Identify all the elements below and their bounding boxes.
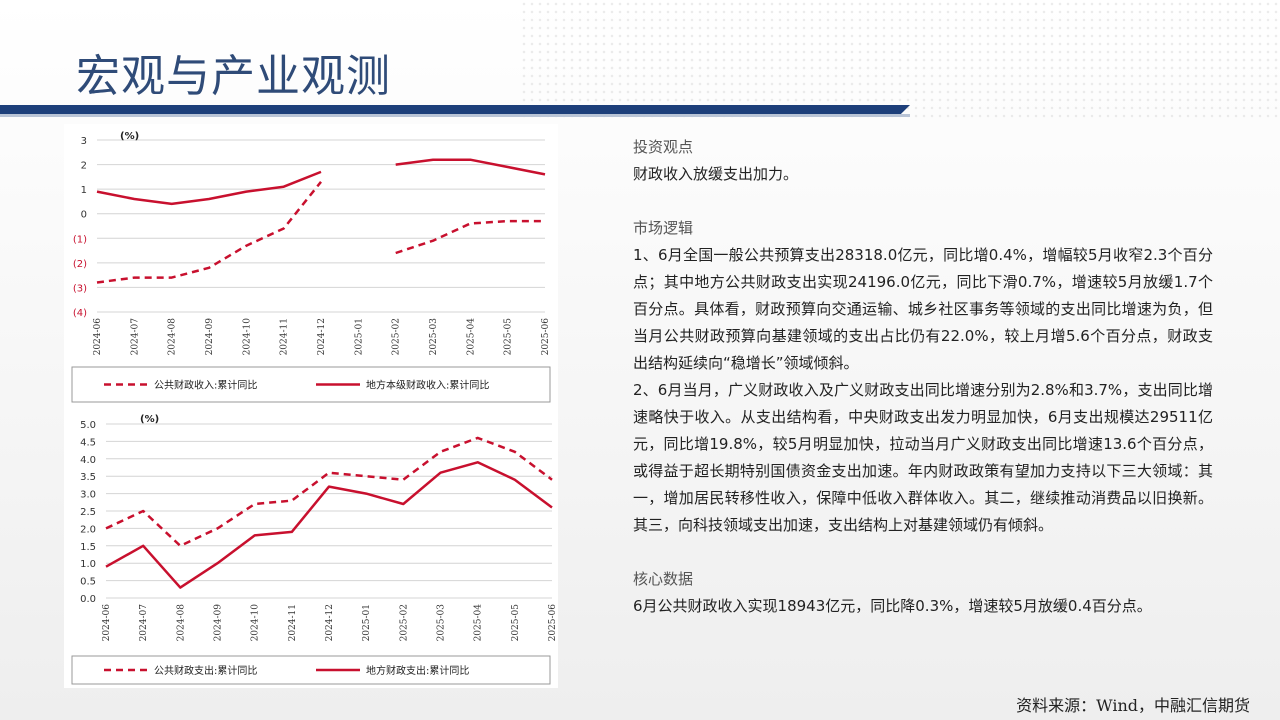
y-tick-label: 2.5 [80,507,96,518]
title-band [0,105,910,117]
section-title-logic: 市场逻辑 [633,219,694,237]
y-tick-label: 3.5 [80,472,96,483]
y-tick-label: 4.0 [80,455,96,466]
series-line-2-2 [105,461,553,589]
series-line-1-2 [96,158,546,206]
y-tick-label: 3.0 [80,490,96,501]
y-tick-label: 4.5 [80,437,96,448]
legend-label: 地方财政支出:累计同比 [366,664,469,677]
y-tick-label: 3 [81,136,87,147]
x-tick-label: 2025-04 [466,318,476,356]
x-tick-label: 2025-06 [548,604,558,642]
x-tick-label: 2024-09 [214,604,224,642]
y-unit-label: (%) [120,131,139,142]
y-tick-label: 1 [81,185,87,196]
chart-fiscal-expenditure: 5.0 4.5 4.0 3.5 3.0 2.5 2.0 1.5 1.0 0.5 0.0 (%) 2024… [64,408,558,688]
section-body-view: 财政收入放缓支出加力。 [633,165,799,183]
chart-fiscal-expenditure-svg: 5.0 4.5 4.0 3.5 3.0 2.5 2.0 1.5 1.0 0.5 0.0 (%) 2024… [71,414,558,685]
x-tick-label: 2024-07 [139,604,149,642]
x-tick-label: 2025-05 [511,604,521,642]
section-body-data: 6月公共财政收入实现18943亿元，同比降0.3%，增速较5月放缓0.4百分点。 [633,597,1152,615]
page-title: 宏观与产业观测 [76,51,391,102]
x-tick-label: 2024-11 [288,604,298,641]
x-tick-label: 2025-03 [437,604,447,642]
x-tick-label: 2024-06 [93,318,103,356]
y-unit-label: (%) [140,414,159,425]
x-tick-label: 2025-05 [504,318,514,356]
y-tick-label: (2) [73,259,87,270]
x-tick-label: 2025-01 [362,604,372,641]
x-tick-label: 2025-02 [392,318,402,355]
legend-box [71,366,551,403]
y-tick-label: 0.5 [80,577,96,588]
legend-label: 公共财政收入:累计同比 [154,379,257,392]
y-tick-label: 0.0 [80,594,96,605]
x-tick-label: 2024-12 [317,318,327,355]
x-tick-label: 2025-01 [354,318,364,355]
x-tick-label: 2024-11 [280,318,290,355]
x-tick-label: 2024-07 [130,318,140,356]
y-tick-label: 2.0 [80,524,96,535]
y-tick-label: (1) [73,234,87,245]
section-title-view: 投资观点 [633,138,694,156]
x-tick-label: 2024-09 [205,318,215,356]
x-tick-label: 2025-06 [541,318,551,356]
y-tick-label: 5.0 [80,420,96,431]
x-tick-label: 2024-10 [251,604,261,642]
x-tick-label: 2024-08 [176,604,186,642]
world-map-decoration [520,0,1280,120]
y-tick-label: 1.0 [80,559,96,570]
section-title-data: 核心数据 [633,570,694,588]
commentary: 投资观点 财政收入放缓支出加力。 市场逻辑 1、6月全国一般公共预算支出2831… [633,134,1213,620]
x-tick-label: 2024-10 [242,318,252,356]
x-tick-label: 2025-02 [399,604,409,641]
y-tick-label: (4) [73,308,87,319]
x-tick-label: 2025-03 [429,318,439,356]
series-line-1-1 [96,181,545,284]
legend-box [71,655,551,685]
x-tick-label: 2024-08 [168,318,178,356]
legend-label: 公共财政支出:累计同比 [154,664,257,677]
y-tick-label: 1.5 [80,542,96,553]
y-tick-label: 0 [81,210,87,221]
y-tick-label: (3) [73,283,87,294]
logic-paragraph-1: 1、6月全国一般公共预算支出28318.0亿元，同比增0.4%，增幅较5月收窄2… [633,246,1213,372]
series-line-2-1 [105,436,553,548]
x-tick-label: 2024-12 [325,604,335,641]
legend-label: 地方本级财政收入:累计同比 [366,379,489,392]
logic-paragraph-2: 2、6月当月，广义财政收入及广义财政支出同比增速分别为2.8%和3.7%，支出同… [633,381,1213,534]
chart-fiscal-revenue: 3 2 1 0 (1) (2) (3) (4) (%) 2024-06 2024-07 2024-08… [64,124,558,408]
source-note: 资料来源：Wind，中融汇信期货 [1016,696,1250,715]
x-tick-label: 2025-04 [474,604,484,642]
x-tick-label: 2024-06 [102,604,112,642]
y-tick-label: 2 [81,161,87,172]
chart-fiscal-revenue-svg: 3 2 1 0 (1) (2) (3) (4) (%) 2024-06 2024-07 2024-08… [71,131,551,403]
